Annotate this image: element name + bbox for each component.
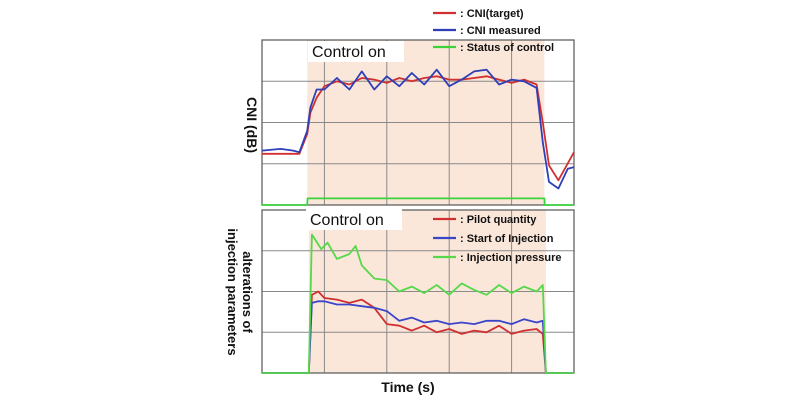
series-line-2 <box>261 68 575 190</box>
legend-label: : Pilot quantity <box>460 214 537 226</box>
annotation-backdrop <box>308 41 404 62</box>
injection-panel: Control on : Pilot quantity : Start of Inj… <box>261 209 575 374</box>
cni-panel: Control on : CNI(target) : CNI measured : S… <box>261 8 575 206</box>
bottom-ylabel-line1: alterations of <box>240 251 255 333</box>
legend-label: : Injection pressure <box>460 252 561 264</box>
series-line-2 <box>262 300 574 374</box>
annotation-backdrop <box>306 209 402 230</box>
plot-frame <box>261 39 575 206</box>
legend-label: : CNI(target) <box>460 8 524 20</box>
series-line-3 <box>262 233 574 374</box>
bottom-ylabel-line2: injection parameters <box>225 228 240 355</box>
plot-frame <box>261 209 575 374</box>
control-on-annotation: Control on <box>310 212 384 229</box>
series-line-1 <box>262 290 574 374</box>
legend-label: : Status of control <box>460 42 554 54</box>
legend-label: : Start of Injection <box>460 233 554 245</box>
series-line-3 <box>262 197 574 206</box>
series-line-1 <box>262 75 575 182</box>
control-on-annotation: Control on <box>312 44 386 61</box>
legend-label: : CNI measured <box>460 25 541 37</box>
top-ylabel: CNI (dB) <box>244 97 260 153</box>
x-axis-label: Time (s) <box>381 379 434 395</box>
